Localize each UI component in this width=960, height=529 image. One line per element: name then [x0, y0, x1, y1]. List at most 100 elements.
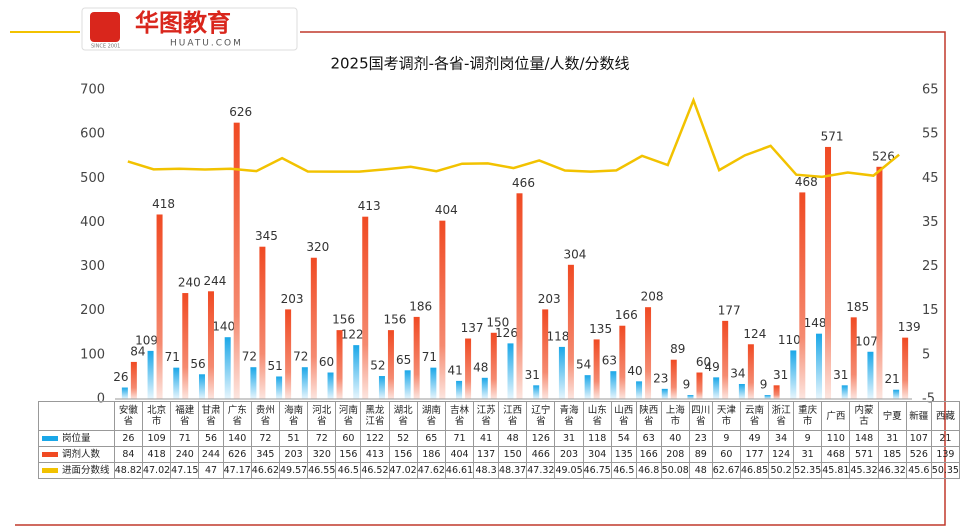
bar	[850, 317, 857, 399]
table-value: 71	[170, 430, 200, 447]
bar	[465, 338, 472, 399]
x-tick-label: 辽宁 省	[526, 401, 556, 431]
bar	[121, 387, 128, 399]
table-value: 166	[635, 446, 662, 463]
y2-tick-label: 55	[922, 127, 939, 142]
bar	[584, 375, 591, 399]
bar	[353, 345, 360, 399]
bar	[542, 309, 549, 399]
bar-label: 48	[473, 360, 488, 374]
table-value: 186	[416, 446, 446, 463]
table-value: 45.81	[821, 462, 851, 479]
legend-swatch	[42, 452, 58, 457]
table-value: 72	[250, 430, 281, 447]
bar-label: 107	[855, 334, 878, 348]
bar	[310, 257, 317, 399]
table-value: 466	[526, 446, 556, 463]
bar-label: 626	[229, 105, 252, 119]
x-tick-label: 湖北 省	[388, 401, 418, 431]
table-value: 31	[793, 446, 823, 463]
x-tick-label: 云南 省	[739, 401, 770, 431]
table-value: 50.2	[768, 462, 795, 479]
x-tick-label: 上海 市	[660, 401, 690, 431]
bar-label: 89	[670, 342, 685, 356]
bar	[722, 320, 729, 399]
bar	[207, 291, 214, 399]
table-value: 47.17	[222, 462, 252, 479]
x-tick-label: 陕西 省	[635, 401, 662, 431]
bar-label: 571	[821, 129, 844, 143]
bar-label: 126	[495, 326, 518, 340]
table-value: 46.85	[739, 462, 770, 479]
x-tick-label: 山西 省	[610, 401, 637, 431]
bar-label: 60	[319, 355, 334, 369]
table-value: 418	[141, 446, 172, 463]
table-value: 109	[141, 430, 172, 447]
bar	[327, 372, 334, 399]
table-value: 72	[307, 430, 337, 447]
bar	[773, 385, 780, 399]
bar-label: 156	[383, 313, 406, 327]
x-tick-label: 海南 省	[278, 401, 309, 431]
table-value: 31	[554, 430, 584, 447]
table-value: 47.02	[141, 462, 172, 479]
table-value: 46.32	[877, 462, 907, 479]
bar-label: 404	[435, 203, 458, 217]
bar-label: 72	[293, 350, 308, 364]
bar-label: 203	[281, 292, 304, 306]
bar	[336, 330, 343, 399]
bar	[156, 214, 163, 399]
bar-label: 166	[615, 308, 638, 322]
bar-label: 31	[525, 368, 540, 382]
table-value: 45.32	[849, 462, 879, 479]
legend-entry: 岗位量	[38, 430, 115, 447]
bar	[259, 246, 266, 399]
bar-label: 49	[705, 360, 720, 374]
x-tick-label: 山东 省	[582, 401, 612, 431]
bar	[481, 377, 488, 399]
y2-tick-label: 65	[922, 83, 939, 98]
table-value: 46.5	[335, 462, 362, 479]
bar	[902, 337, 909, 399]
table-value: 47.32	[526, 462, 556, 479]
x-tick-label: 四川 省	[688, 401, 713, 431]
x-tick-label: 河南 省	[335, 401, 362, 431]
x-tick-label: 北京 市	[141, 401, 172, 431]
bar-label: 31	[833, 368, 848, 382]
bar	[593, 339, 600, 399]
x-tick-label: 贵州 省	[250, 401, 281, 431]
bar	[490, 332, 497, 399]
bar-label: 56	[190, 357, 205, 371]
table-value: 48	[498, 430, 528, 447]
table-value: 118	[582, 430, 612, 447]
y2-tick-label: 5	[922, 347, 930, 362]
bar-label: 240	[178, 276, 201, 290]
bar-label: 9	[760, 378, 768, 392]
table-value: 45.6	[905, 462, 932, 479]
bar	[130, 361, 137, 399]
bar-label: 63	[602, 354, 617, 368]
table-value: 126	[526, 430, 556, 447]
bar	[567, 264, 574, 399]
table-value: 47.02	[388, 462, 418, 479]
x-tick-label: 甘肃 省	[198, 401, 224, 431]
table-value: 89	[688, 446, 713, 463]
bar	[876, 166, 883, 399]
table-value: 46.5	[610, 462, 637, 479]
bar-label: 150	[486, 315, 509, 329]
table-value: 49	[739, 430, 770, 447]
bar-label: 203	[538, 292, 561, 306]
bar	[387, 330, 394, 399]
table-value: 48.3	[473, 462, 500, 479]
table-value: 46.55	[307, 462, 337, 479]
table-value: 148	[849, 430, 879, 447]
bar	[404, 370, 411, 399]
bar-label: 135	[589, 322, 612, 336]
bar	[456, 380, 463, 399]
x-tick-label: 江西 省	[498, 401, 528, 431]
bar	[687, 395, 694, 399]
bar	[841, 385, 848, 399]
header-row: 安徽 省北京 市福建 省甘肃 省广东 省贵州 省海南 省河北 省河南 省黑龙 江…	[38, 401, 960, 431]
data-table: 安徽 省北京 市福建 省甘肃 省广东 省贵州 省海南 省河北 省河南 省黑龙 江…	[38, 401, 960, 479]
